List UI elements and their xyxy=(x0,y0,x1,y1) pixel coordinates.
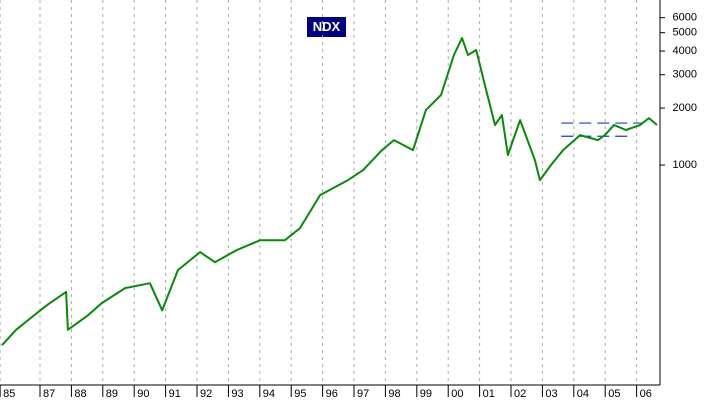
x-tick-label: 04 xyxy=(577,388,589,400)
x-tick-label: 96 xyxy=(326,388,338,400)
y-tick-label: 6000 xyxy=(673,12,697,24)
x-tick-label: 03 xyxy=(545,388,557,400)
x-tick-label: 02 xyxy=(514,388,526,400)
x-tick-label: 87 xyxy=(43,388,55,400)
y-tick-label: 5000 xyxy=(673,27,697,39)
y-tick-label: 3000 xyxy=(673,69,697,81)
title-box xyxy=(307,17,346,37)
x-tick-label: 06 xyxy=(640,388,652,400)
x-tick-label: 95 xyxy=(294,388,306,400)
x-tick-label: 99 xyxy=(420,388,432,400)
x-tick-label: 90 xyxy=(137,388,149,400)
x-tick-label: 93 xyxy=(231,388,243,400)
chart-title: NDX xyxy=(313,19,341,34)
y-tick-label: 2000 xyxy=(673,102,697,114)
x-tick-label: 91 xyxy=(169,388,181,400)
x-tick-label: 97 xyxy=(357,388,369,400)
x-tick-label: 85 xyxy=(3,388,15,400)
price-line xyxy=(1,37,658,346)
x-tick-label: 05 xyxy=(608,388,620,400)
x-tick-label: 01 xyxy=(483,388,495,400)
x-tick-label: 98 xyxy=(388,388,400,400)
x-tick-label: 89 xyxy=(106,388,118,400)
x-tick-label: 94 xyxy=(263,388,275,400)
x-tick-label: 88 xyxy=(74,388,86,400)
y-tick-label: 1000 xyxy=(673,159,697,171)
x-tick-label: 00 xyxy=(451,388,463,400)
y-tick-label: 4000 xyxy=(673,45,697,57)
x-tick-label: 92 xyxy=(200,388,212,400)
